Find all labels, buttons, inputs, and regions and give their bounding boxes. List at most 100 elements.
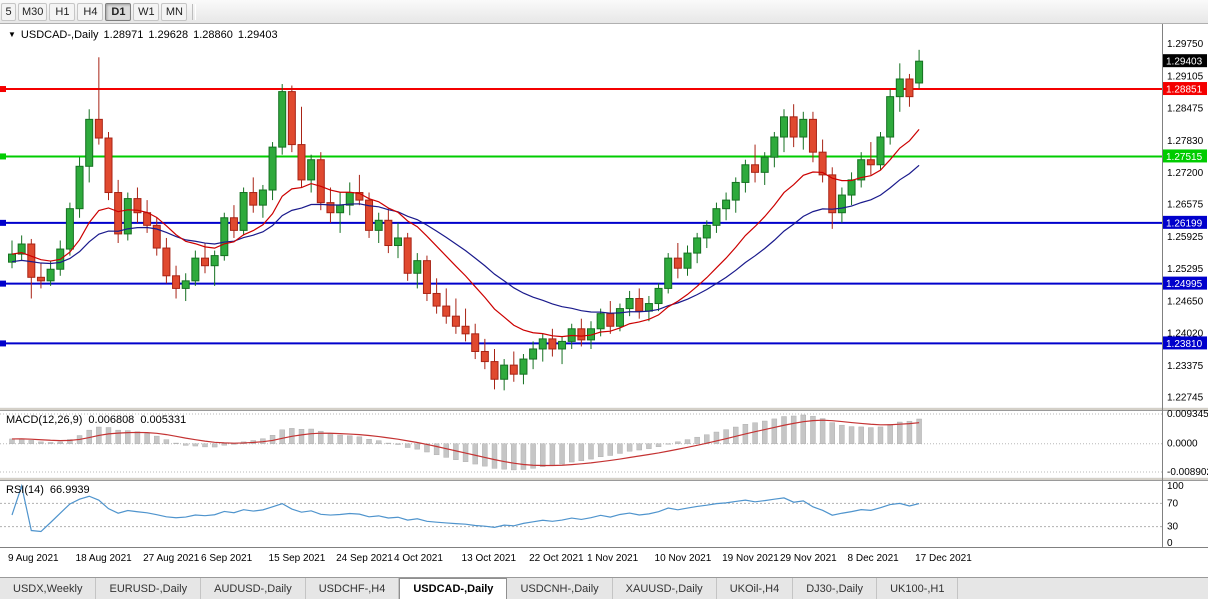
candle-body (104, 137, 113, 194)
candle-body (693, 237, 702, 254)
chart-tab-uk100-h1[interactable]: UK100-,H1 (877, 578, 959, 599)
time-axis[interactable]: 9 Aug 2021 18 Aug 2021 27 Aug 2021 6 Sep 20… (8, 553, 972, 564)
chart-tab-usdx-weekly[interactable]: USDX,Weekly (0, 578, 97, 599)
timeframe-button-5[interactable]: 5 (1, 2, 16, 21)
candle-body (345, 192, 354, 206)
macd-signal-value: 0.005331 (140, 414, 187, 426)
macd-histogram-bar (617, 443, 623, 454)
macd-histogram-bar (308, 428, 314, 444)
chart-symbol-line: ▼ USDCAD-,Daily 1.28971 1.29628 1.28860 … (8, 29, 278, 41)
candle-body (577, 328, 586, 341)
macd-histogram-bar (376, 440, 382, 444)
timeframe-button-h4[interactable]: H4 (77, 2, 104, 21)
candle-body (606, 313, 615, 327)
macd-histogram-bar (115, 429, 121, 444)
chart-tab-ukoil-h4[interactable]: UKOil-,H4 (717, 578, 794, 599)
chart-tab-xauusd-daily[interactable]: XAUUSD-,Daily (613, 578, 717, 599)
candle-body (635, 298, 644, 312)
macd-histogram-bar (848, 426, 855, 444)
chart-tab-eurusd-daily[interactable]: EURUSD-,Daily (96, 578, 202, 599)
macd-histogram-bar (221, 443, 228, 446)
panel-splitter[interactable] (0, 477, 1208, 481)
candle-body (172, 275, 181, 289)
macd-histogram-bar (829, 422, 835, 444)
macd-histogram-bar (433, 443, 440, 456)
level-price-badge: 1.26199 (1163, 215, 1207, 229)
svg-text:30: 30 (1167, 522, 1179, 533)
price-tick-label: 1.22745 (1167, 393, 1204, 404)
candle-body (857, 159, 866, 181)
macd-histogram-bar (298, 429, 305, 444)
price-tick-label: 1.27830 (1167, 136, 1204, 147)
main-price-panel[interactable] (0, 49, 1162, 391)
chart-tab-usdcnh-daily[interactable]: USDCNH-,Daily (507, 578, 613, 599)
candle-body (326, 202, 335, 214)
level-price-badge: 1.23810 (1163, 336, 1207, 350)
candle-body (480, 350, 489, 363)
price-tick-label: 1.28475 (1167, 104, 1204, 115)
candle-body (509, 364, 518, 375)
timeframe-button-m30[interactable]: M30 (18, 2, 48, 21)
candle-body (85, 118, 94, 167)
chart-tab-audusd-daily[interactable]: AUDUSD-,Daily (201, 578, 306, 599)
candle-body (712, 208, 721, 226)
macd-histogram-bar (897, 421, 903, 444)
price-level-line[interactable] (0, 86, 1162, 93)
macd-histogram-bar (511, 443, 517, 471)
timeframe-button-mn[interactable]: MN (161, 2, 188, 21)
candle-body (46, 268, 55, 282)
level-anchor-marker (0, 340, 6, 347)
rsi-line (11, 483, 920, 533)
macd-histogram-bar (211, 443, 218, 448)
timeframe-button-h1[interactable]: H1 (49, 2, 76, 21)
candle-body (27, 243, 36, 278)
svg-text:1.29403: 1.29403 (1166, 57, 1203, 68)
macd-histogram-bar (385, 442, 392, 444)
candle-body (403, 237, 412, 274)
time-tick-label: 17 Dec 2021 (915, 553, 972, 564)
macd-histogram-bar (665, 443, 671, 445)
rsi-panel[interactable] (0, 483, 1162, 533)
macd-histogram-bar (655, 443, 662, 447)
time-tick-label: 24 Sep 2021 (336, 553, 393, 564)
price-level-line[interactable] (0, 219, 1162, 226)
ma-fast-line (11, 129, 920, 338)
chart-tab-usdchf-h4[interactable]: USDCHF-,H4 (306, 578, 400, 599)
macd-histogram-bar (395, 443, 401, 445)
candle-body (355, 192, 364, 201)
candle-body (220, 217, 229, 257)
quick-trade-arrow-icon[interactable]: ▼ (8, 30, 16, 39)
panel-splitter[interactable] (0, 407, 1208, 411)
macd-histogram-bar (482, 443, 488, 467)
toolbar-separator (192, 3, 197, 20)
candle-body (654, 287, 663, 305)
candle-body (162, 247, 171, 277)
candle-body (673, 257, 682, 269)
timeframe-button-d1[interactable]: D1 (105, 2, 132, 21)
price-tick-label: 1.26575 (1167, 199, 1204, 210)
macd-histogram-bar (781, 416, 787, 444)
candle-body (307, 159, 316, 181)
chart-tab-dj30-daily[interactable]: DJ30-,Daily (793, 578, 878, 599)
macd-histogram-bar (192, 443, 199, 447)
price-axis[interactable]: 1.29750 1.29105 1.28475 1.27830 1.27200 1.265… (1163, 39, 1207, 404)
price-tick-label: 1.24020 (1167, 328, 1204, 339)
price-level-line[interactable] (0, 153, 1162, 160)
timeframe-button-w1[interactable]: W1 (133, 2, 160, 21)
macd-panel[interactable] (0, 413, 1162, 473)
chart-tab-usdcad-daily[interactable]: USDCAD-,Daily (399, 578, 508, 599)
ohlc-low: 1.28860 (193, 29, 233, 41)
time-tick-label: 29 Nov 2021 (780, 553, 837, 564)
macd-histogram-bar (588, 443, 594, 460)
macd-histogram-bar (694, 436, 700, 444)
candle-body (596, 313, 605, 330)
macd-histogram-bar (762, 420, 768, 444)
candle-body (374, 219, 383, 231)
price-level-line[interactable] (0, 280, 1162, 287)
ma-slow-line (11, 164, 920, 314)
candle-body (500, 364, 509, 380)
macd-histogram-bar (530, 443, 536, 469)
candle-body (847, 179, 856, 196)
